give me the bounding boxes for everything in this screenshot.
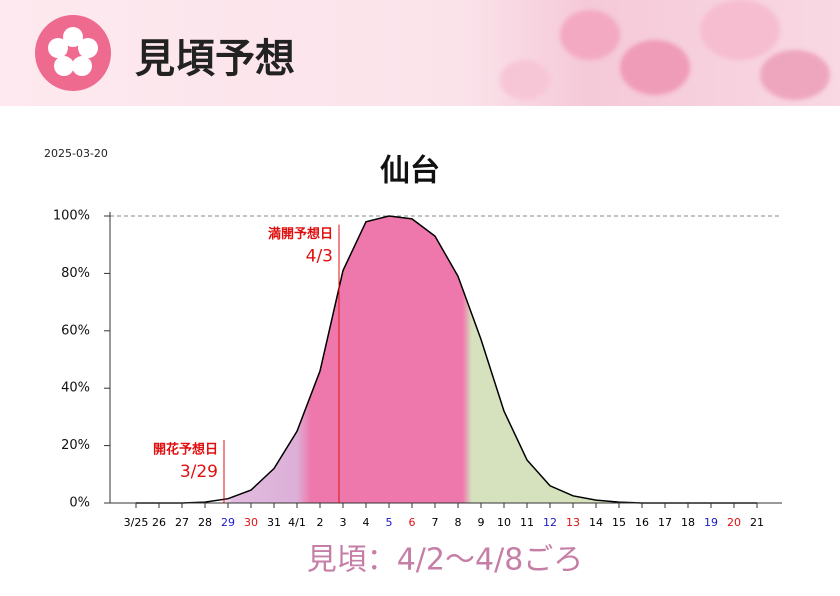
x-tick-label: 31 <box>267 516 281 529</box>
x-tick-label: 29 <box>221 516 235 529</box>
x-tick-label: 7 <box>432 516 439 529</box>
x-tick-label: 19 <box>704 516 718 529</box>
y-tick-label: 60% <box>61 323 90 338</box>
y-tick-label: 20% <box>61 438 90 453</box>
y-tick-label: 80% <box>61 266 90 281</box>
x-tick-label: 8 <box>455 516 462 529</box>
x-tick-label: 4/1 <box>288 516 306 529</box>
x-tick-label: 14 <box>589 516 603 529</box>
chart-date: 2025-03-20 <box>44 147 108 160</box>
y-tick-label: 0% <box>69 496 90 511</box>
x-tick-label: 3/25 <box>124 516 149 529</box>
footer-text: 見頃：4/2〜4/8ごろ <box>307 543 584 578</box>
x-tick-label: 15 <box>612 516 626 529</box>
x-tick-label: 5 <box>386 516 393 529</box>
chart: 2025-03-20 仙台 見頃：4/2〜4/8ごろ 0% 20% 40% 60% 80… <box>44 147 782 578</box>
header-title: 見頃予想 <box>135 36 295 82</box>
x-tick-label: 16 <box>635 516 649 529</box>
x-tick-label: 6 <box>409 516 416 529</box>
x-tick-label: 30 <box>244 516 258 529</box>
x-tick-label: 2 <box>317 516 324 529</box>
x-tick-label: 21 <box>750 516 764 529</box>
y-tick-label: 40% <box>61 381 90 396</box>
x-tick-label: 17 <box>658 516 672 529</box>
x-tick-label: 28 <box>198 516 212 529</box>
annotation-text: 満開予想日 <box>268 226 333 242</box>
x-tick-label: 18 <box>681 516 695 529</box>
annotation-date: 3/29 <box>180 462 218 482</box>
x-tick-label: 9 <box>478 516 485 529</box>
x-tick-label: 26 <box>152 516 166 529</box>
y-tick-label: 100% <box>53 209 90 224</box>
x-tick-label: 3 <box>340 516 347 529</box>
x-tick-label: 11 <box>520 516 534 529</box>
chart-title: 仙台 <box>380 154 440 189</box>
annotation-date: 4/3 <box>306 247 333 267</box>
area <box>136 216 757 503</box>
x-tick-label: 12 <box>543 516 557 529</box>
x-tick-label: 10 <box>497 516 511 529</box>
logo-icon <box>35 15 111 91</box>
x-tick-label: 4 <box>363 516 370 529</box>
x-tick-label: 13 <box>566 516 580 529</box>
x-tick-label: 20 <box>727 516 741 529</box>
annotation-text: 開花予想日 <box>153 441 218 457</box>
header: 見頃予想 <box>0 0 840 106</box>
x-tick-label: 27 <box>175 516 189 529</box>
